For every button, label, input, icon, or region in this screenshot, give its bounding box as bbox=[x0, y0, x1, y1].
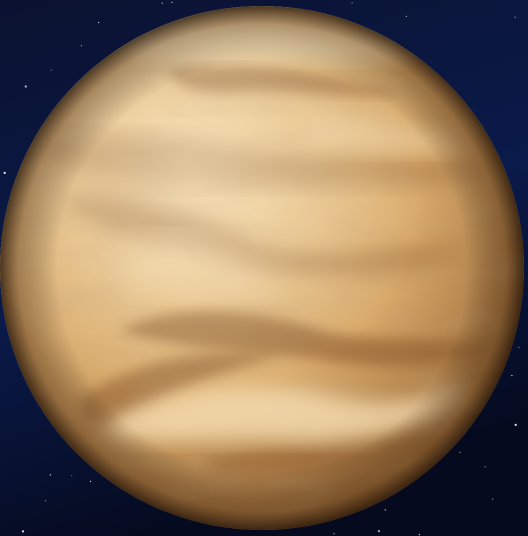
star bbox=[80, 45, 82, 47]
star bbox=[24, 85, 27, 88]
star bbox=[492, 498, 494, 500]
star bbox=[459, 451, 461, 453]
star bbox=[50, 69, 52, 71]
star bbox=[71, 474, 73, 477]
star bbox=[98, 21, 100, 24]
star bbox=[44, 500, 47, 502]
star bbox=[90, 480, 92, 482]
star bbox=[171, 1, 173, 3]
star bbox=[377, 530, 380, 533]
star bbox=[511, 374, 513, 377]
star bbox=[418, 534, 420, 536]
star bbox=[384, 509, 386, 511]
star bbox=[21, 530, 25, 533]
star bbox=[484, 466, 486, 468]
star-field bbox=[3, 1, 520, 536]
star bbox=[514, 16, 516, 18]
star bbox=[333, 533, 335, 535]
star bbox=[351, 2, 353, 4]
star bbox=[161, 2, 163, 4]
star bbox=[49, 474, 51, 476]
star bbox=[3, 171, 6, 174]
star bbox=[405, 15, 407, 17]
star bbox=[518, 346, 520, 348]
star bbox=[514, 423, 517, 426]
